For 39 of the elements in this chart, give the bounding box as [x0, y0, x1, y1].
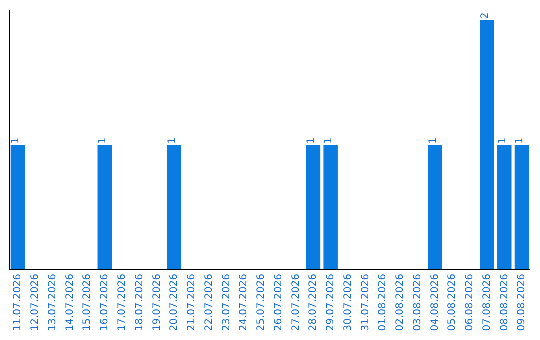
x-tick-label: 14.07.2026 [64, 274, 76, 332]
x-tick-label: 17.07.2026 [117, 274, 128, 332]
x-tick-label: 02.08.2026 [395, 274, 406, 332]
x-tick-label: 03.08.2026 [412, 274, 424, 332]
data-label: 1 [98, 138, 109, 144]
data-label: 1 [497, 138, 508, 144]
data-label: 1 [428, 138, 439, 144]
x-tick-label: 23.07.2026 [221, 274, 232, 332]
x-tick-label: 16.07.2026 [100, 274, 111, 332]
x-tick-label: 18.07.2026 [134, 274, 146, 332]
x-tick-label: 12.07.2026 [30, 274, 42, 332]
x-tick-label: 15.07.2026 [82, 274, 94, 332]
data-label: 1 [306, 138, 318, 144]
x-tick-label: 24.07.2026 [238, 274, 250, 332]
x-tick-label: 19.07.2026 [152, 274, 163, 332]
x-tick-label: 30.07.2026 [342, 274, 354, 332]
x-tick-label: 11.07.2026 [12, 274, 24, 332]
data-label: 1 [324, 138, 335, 144]
x-tick-label: 31.07.2026 [360, 274, 372, 332]
x-tick-label: 13.07.2026 [47, 274, 58, 332]
x-tick-label: 09.08.2026 [516, 274, 528, 332]
x-tick-label: 29.07.2026 [326, 274, 337, 332]
x-tick-label: 07.08.2026 [482, 274, 493, 332]
x-tick-label: 08.08.2026 [499, 274, 510, 332]
data-label: 1 [167, 138, 178, 144]
x-tick-label: 05.08.2026 [447, 274, 458, 332]
x-tick-label: 04.08.2026 [430, 274, 441, 332]
x-tick-label: 01.08.2026 [378, 274, 389, 332]
x-tick-label: 06.08.2026 [464, 274, 476, 332]
x-tick-label: 22.07.2026 [204, 274, 215, 332]
data-label: 1 [514, 138, 526, 144]
x-tick-label: 28.07.2026 [308, 274, 320, 332]
x-tick-label: 25.07.2026 [256, 274, 268, 332]
data-label: 1 [10, 138, 22, 144]
x-tick-label: 26.07.2026 [273, 274, 284, 332]
x-tick-label: 27.07.2026 [290, 274, 302, 332]
x-tick-label: 20.07.2026 [169, 274, 180, 332]
x-tick-label: 21.07.2026 [186, 274, 198, 332]
data-label: 2 [480, 12, 491, 19]
